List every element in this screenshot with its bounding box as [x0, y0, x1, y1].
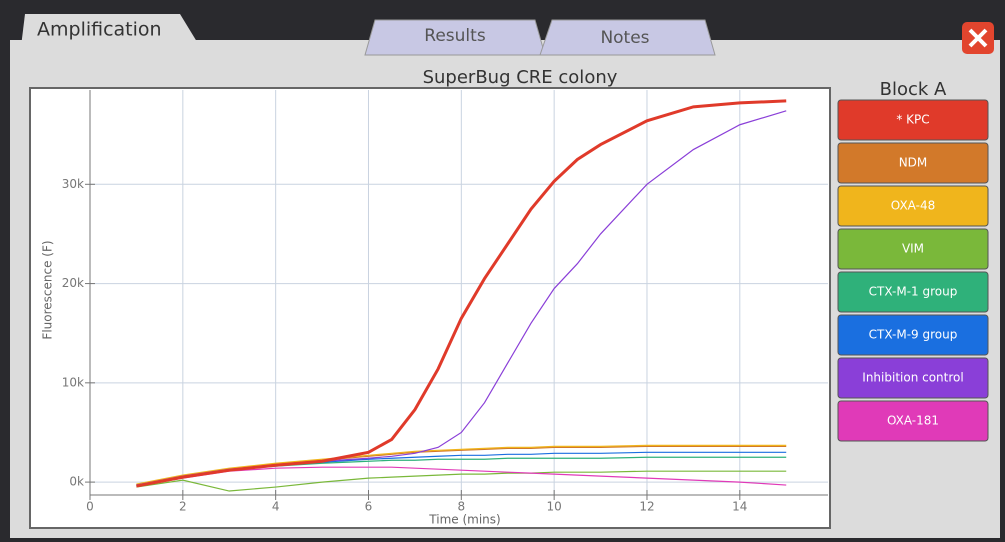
tab-label: Notes	[600, 28, 649, 48]
x-tick-label: 2	[179, 500, 187, 514]
x-tick-label: 12	[639, 500, 654, 514]
legend-title: Block A	[880, 79, 947, 100]
y-axis-label: Fluorescence (F)	[41, 240, 55, 339]
x-tick-label: 6	[365, 500, 373, 514]
legend-label: VIM	[902, 242, 924, 256]
legend-label: OXA-181	[887, 414, 939, 428]
y-tick-label: 30k	[62, 177, 84, 191]
x-tick-label: 14	[732, 500, 747, 514]
chart-title: SuperBug CRE colony	[423, 67, 618, 88]
page: {"tabs": ["Amplification", "Results", "N…	[0, 0, 1005, 538]
legend-label: * KPC	[896, 113, 929, 127]
legend-label: CTX-M-9 group	[869, 328, 958, 342]
legend-label: NDM	[899, 156, 928, 170]
y-tick-label: 10k	[62, 375, 84, 389]
x-tick-label: 10	[547, 500, 562, 514]
plot-panel	[30, 88, 830, 528]
x-axis-label: Time (mins)	[428, 513, 500, 527]
screen: Amplification Results Notes SuperBug CRE…	[0, 0, 1005, 538]
legend-label: CTX-M-1 group	[869, 285, 958, 299]
tab-label: Amplification	[37, 19, 162, 41]
x-tick-label: 0	[86, 500, 94, 514]
y-tick-label: 20k	[62, 276, 84, 290]
x-tick-label: 4	[272, 500, 280, 514]
legend-label: OXA-48	[891, 199, 935, 213]
tab-label: Results	[424, 26, 486, 46]
x-tick-label: 8	[458, 500, 466, 514]
y-tick-label: 0k	[69, 475, 84, 489]
legend-label: Inhibition control	[862, 371, 963, 385]
